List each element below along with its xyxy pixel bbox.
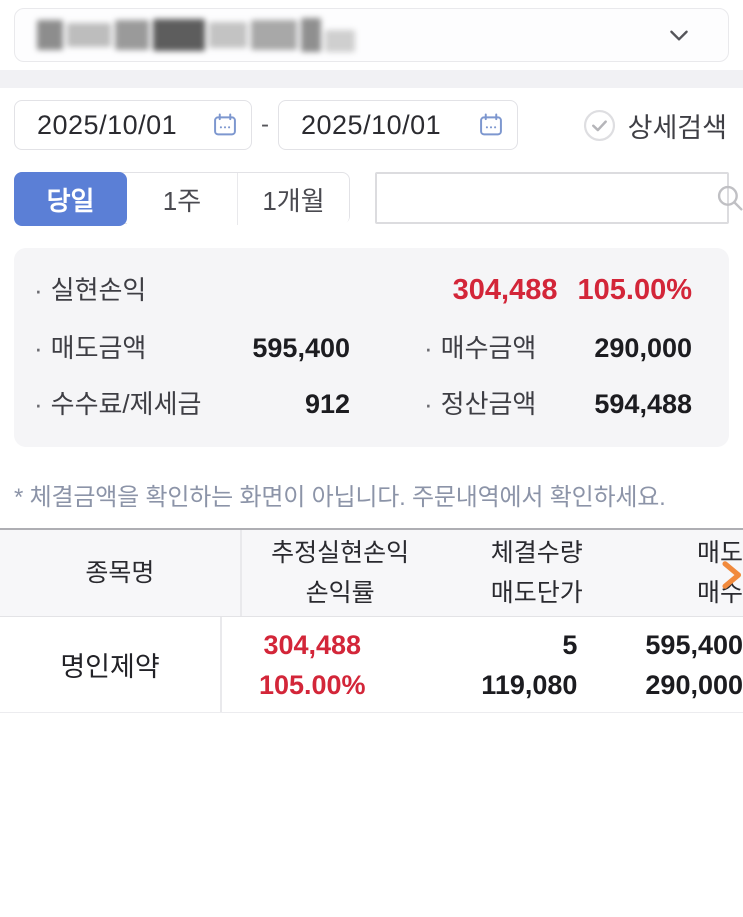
calendar-icon[interactable] [211,111,239,139]
holdings-table: 종목명 추정실현손익 손익률 체결수량 매도단가 매도 매수 명인제 [0,528,743,713]
tab-one-week[interactable]: 1주 [127,173,238,225]
date-from-input[interactable]: 2025/10/01 [14,100,252,150]
date-range-dash: - [261,111,269,138]
buy-amount-label: · 매수금액 [424,333,537,363]
account-selector[interactable] [14,8,729,62]
period-tab-row: 당일 1주 1개월 [14,172,743,226]
header-qty-price: 체결수량 매도단가 [490,539,583,607]
settlement-label: · 정산금액 [424,389,537,419]
row-buy-amount: 290,000 [645,669,743,700]
buy-amount-value: 290,000 [594,333,692,363]
table-row[interactable]: 명인제약 304,488 105.00% 5 119,080 595,400 2… [0,617,743,713]
header-stock-name: 종목명 [0,530,242,616]
pl-summary-panel: · 실현손익 304,488 105.00% · 매도금액 595,400 · 매수금… [14,248,729,447]
fee-value: 912 [304,389,350,419]
date-from-value: 2025/10/01 [37,109,178,140]
cell-sell-buy-amount: 595,400 290,000 [583,617,743,712]
date-to-input[interactable]: 2025/10/01 [278,100,518,150]
realized-pl-label: · 실현손익 [34,275,147,305]
check-circle-icon [583,109,616,142]
detail-search-toggle[interactable]: 상세검색 [583,106,729,145]
tab-one-month[interactable]: 1개월 [238,173,349,225]
cell-estimated-pl: 304,488 105.00% [222,617,402,712]
stock-search-box [375,172,743,224]
realized-pl-row: · 실현손익 304,488 105.00% [34,270,692,307]
realized-pl-percent: 105.00% [577,274,693,306]
section-divider-band [0,70,743,88]
row-sell-amount: 595,400 [645,629,743,660]
scroll-right-icon[interactable] [713,557,743,593]
search-icon[interactable] [713,181,743,215]
summary-grid: · 매도금액 595,400 · 매수금액 290,000 · 수수료/제세금 912… [34,328,692,421]
filter-section: 2025/10/01 - 2025/10/01 [0,88,743,226]
sell-amount-value: 595,400 [252,333,350,363]
notice-text: * 체결금액을 확인하는 화면이 아닙니다. 주문내역에서 확인하세요. [14,484,666,511]
tab-today[interactable]: 당일 [14,172,127,226]
account-redacted-text [37,18,355,52]
sell-amount-label: · 매도금액 [34,333,147,363]
table-header: 종목명 추정실현손익 손익률 체결수량 매도단가 매도 매수 [0,528,743,617]
row-profit-percent: 105.00% [258,669,366,700]
calendar-icon[interactable] [477,111,505,139]
stock-search-input[interactable] [391,174,713,222]
header-estimated-pl: 추정실현손익 손익률 [271,539,410,607]
header-sell-buy-amount: 매도 매수 [696,539,743,607]
date-range-row: 2025/10/01 - 2025/10/01 [14,100,729,150]
detail-search-label: 상세검색 [627,112,727,143]
row-profit: 304,488 [263,629,362,660]
period-tab-group: 당일 1주 1개월 [14,172,350,226]
row-qty: 5 [562,629,578,660]
settlement-value: 594,488 [594,389,692,419]
cell-stock-name: 명인제약 [0,617,223,712]
realized-pl-value: 304,488 [452,274,558,306]
fee-label: · 수수료/제세금 [34,389,202,419]
topbar [0,0,743,70]
date-to-value: 2025/10/01 [301,109,442,140]
chevron-down-icon [666,22,692,48]
row-sell-price: 119,080 [481,669,578,700]
cell-qty-price: 5 119,080 [402,617,583,712]
